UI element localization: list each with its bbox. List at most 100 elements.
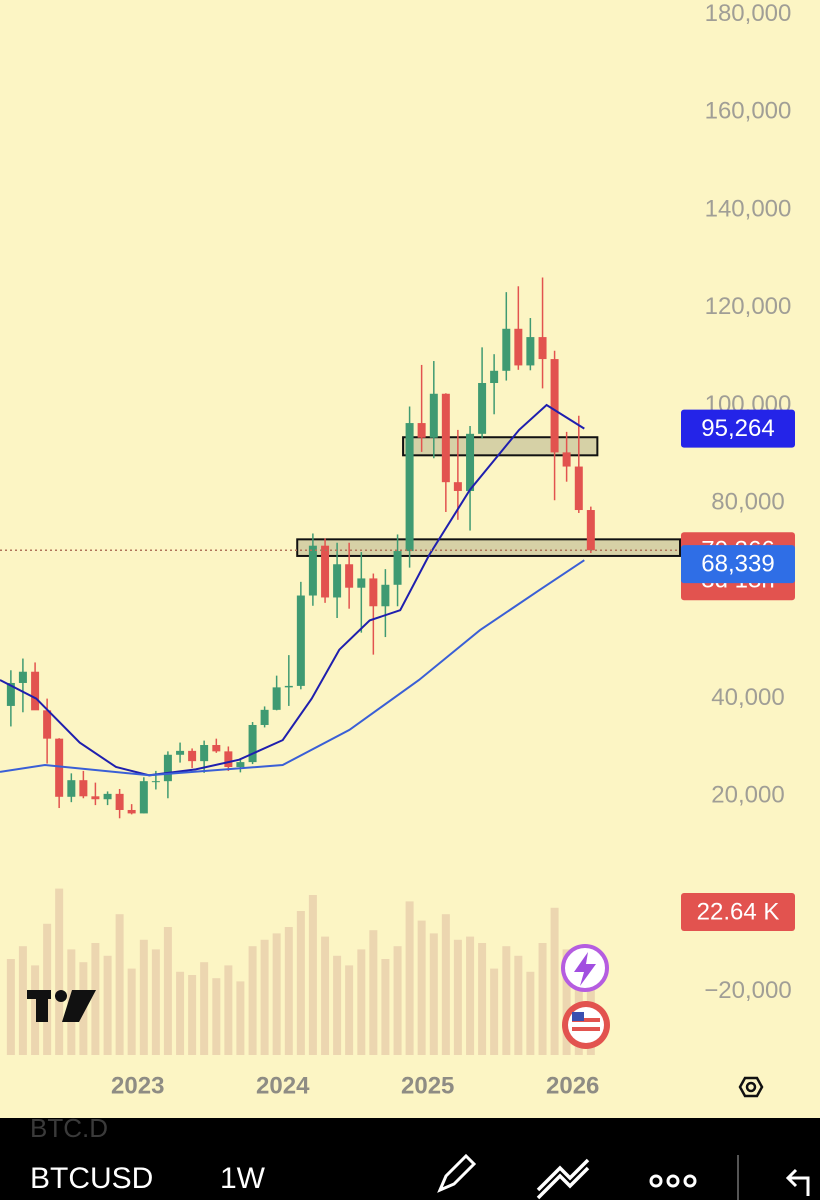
symbol[interactable]: BTCUSD bbox=[30, 1162, 153, 1195]
volume-bar bbox=[502, 946, 511, 1055]
candle-body bbox=[272, 687, 281, 710]
candle-body bbox=[562, 452, 571, 467]
candle-body bbox=[236, 762, 245, 767]
zone bbox=[296, 538, 681, 557]
candle-body bbox=[260, 709, 269, 725]
volume-bar bbox=[43, 923, 52, 1055]
candle-body bbox=[441, 393, 450, 483]
y-tick-label: −20,000 bbox=[704, 977, 791, 1004]
volume-bar bbox=[103, 955, 112, 1055]
volume-bar bbox=[18, 946, 27, 1055]
assistant-icon[interactable] bbox=[561, 944, 609, 992]
candle-body bbox=[79, 780, 88, 797]
volume-bar bbox=[417, 920, 426, 1055]
price-label: 95,264 bbox=[701, 415, 774, 442]
volume-bar bbox=[429, 933, 438, 1055]
x-tick-label: 2026 bbox=[546, 1072, 599, 1099]
candle-body bbox=[176, 750, 185, 755]
toolbar bbox=[0, 1118, 820, 1200]
volume-bar bbox=[115, 914, 124, 1055]
candle-body bbox=[381, 584, 390, 607]
y-tick-label: 40,000 bbox=[711, 684, 784, 711]
volume-bar bbox=[151, 949, 160, 1055]
volume-bar bbox=[296, 911, 305, 1055]
volume-bar bbox=[466, 936, 475, 1055]
zone bbox=[402, 436, 599, 457]
candle-body bbox=[478, 383, 487, 434]
draw-icon[interactable] bbox=[437, 1153, 477, 1193]
volume-bar bbox=[526, 971, 535, 1055]
y-tick-label: 180,000 bbox=[705, 0, 792, 27]
volume-bar bbox=[188, 975, 197, 1055]
volume-bar bbox=[260, 939, 269, 1055]
volume-bar bbox=[345, 965, 354, 1055]
x-tick-label: 2023 bbox=[111, 1072, 164, 1099]
candle-body bbox=[127, 809, 136, 814]
tv-logo bbox=[27, 990, 96, 1022]
candle-body bbox=[538, 337, 547, 360]
moving-average bbox=[0, 403, 585, 777]
y-tick-label: 140,000 bbox=[705, 195, 792, 222]
candle-body bbox=[357, 578, 366, 588]
price-label-box bbox=[681, 409, 795, 448]
volume-bar bbox=[224, 965, 233, 1055]
moving-average bbox=[0, 559, 585, 777]
price-label-box bbox=[681, 545, 795, 584]
candle-body bbox=[163, 754, 172, 782]
volume-bar bbox=[381, 959, 390, 1055]
volume-bar bbox=[490, 968, 499, 1055]
volume-bar bbox=[514, 955, 523, 1055]
more-icon[interactable] bbox=[649, 1174, 697, 1188]
candle-body bbox=[296, 595, 305, 686]
candle-body bbox=[466, 433, 475, 491]
volume-bar bbox=[236, 981, 245, 1055]
settings-icon[interactable] bbox=[738, 1076, 764, 1098]
volume-bar bbox=[200, 962, 209, 1055]
region-flag-icon[interactable] bbox=[562, 1001, 610, 1049]
candle-body bbox=[139, 781, 148, 814]
candle-body bbox=[200, 745, 209, 762]
candle-body bbox=[393, 551, 402, 585]
volume-bar bbox=[6, 959, 15, 1055]
candle-body bbox=[502, 328, 511, 371]
plot: 180,000160,000140,000120,000100,00080,00… bbox=[0, 0, 795, 1099]
candle-body bbox=[490, 370, 499, 384]
volume-bar bbox=[272, 933, 281, 1055]
candle-body bbox=[284, 685, 293, 688]
x-tick-label: 2024 bbox=[256, 1072, 310, 1099]
candle-body bbox=[115, 793, 124, 810]
candle-body bbox=[514, 328, 523, 366]
volume-bar bbox=[284, 927, 293, 1055]
volume-bar bbox=[31, 965, 40, 1055]
volume-bar bbox=[248, 946, 257, 1055]
candle-body bbox=[67, 780, 76, 797]
volume-bar bbox=[357, 949, 366, 1055]
y-tick-label: 80,000 bbox=[711, 489, 784, 516]
candle-body bbox=[188, 750, 197, 762]
candle-body bbox=[43, 710, 52, 739]
y-tick-label: 20,000 bbox=[711, 782, 784, 809]
indicator-icon[interactable] bbox=[536, 1158, 590, 1200]
volume-label-box bbox=[681, 893, 795, 931]
candle-body bbox=[308, 545, 317, 596]
volume-bar bbox=[562, 949, 571, 1055]
candle-body bbox=[224, 751, 233, 767]
candle-body bbox=[405, 423, 414, 552]
interval[interactable]: 1W bbox=[220, 1162, 266, 1195]
y-tick-label: 120,000 bbox=[705, 293, 792, 320]
candle-body bbox=[321, 545, 330, 598]
candle-body bbox=[429, 393, 438, 438]
volume-bar bbox=[453, 939, 462, 1055]
candle-body bbox=[248, 724, 257, 763]
candle-body bbox=[151, 781, 160, 783]
volume-bar bbox=[441, 914, 450, 1055]
candle-body bbox=[91, 796, 100, 800]
volume-bar bbox=[369, 930, 378, 1055]
volume-bar bbox=[538, 943, 547, 1055]
volume-bar bbox=[91, 943, 100, 1055]
volume-label: 22.64 K bbox=[697, 898, 780, 925]
back-icon[interactable] bbox=[785, 1168, 810, 1196]
candle-body bbox=[18, 671, 27, 683]
overlay-symbol: BTC.D bbox=[30, 1113, 108, 1143]
